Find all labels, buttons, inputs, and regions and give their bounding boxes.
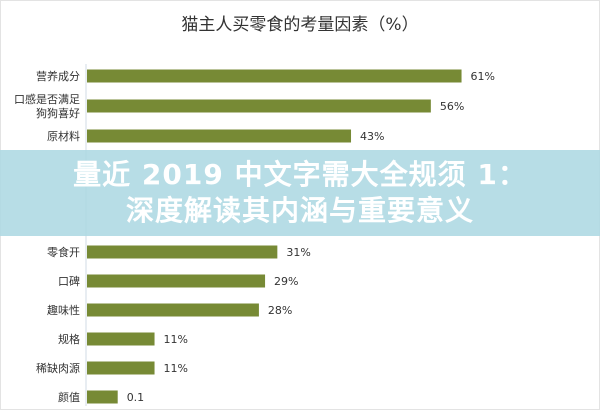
- data-label-4: 29%: [274, 275, 298, 288]
- overlay-headline-line2: 深度解读其内涵与重要意义: [125, 194, 474, 227]
- bar-3: [87, 245, 278, 259]
- overlay-banner: 量近 2019 中文字需大全规须 1： 深度解读其内涵与重要意义: [0, 150, 600, 236]
- data-label-3: 31%: [286, 246, 310, 259]
- data-label-0: 61%: [471, 70, 495, 83]
- category-label-8: 颜值: [58, 391, 80, 404]
- chart-title: 猫主人买零食的考量因素（%）: [181, 15, 419, 35]
- category-label-6: 规格: [58, 332, 80, 346]
- bar-0: [87, 69, 462, 83]
- category-label-0: 营养成分: [36, 69, 80, 83]
- data-label-8: 0.1: [127, 391, 145, 404]
- data-label-7: 11%: [164, 362, 188, 375]
- bar-2: [87, 129, 352, 143]
- category-label-7: 稀缺肉源: [36, 361, 80, 375]
- category-label-5: 趣味性: [47, 303, 80, 317]
- bar-7: [87, 361, 155, 375]
- bar-8: [87, 390, 118, 404]
- bar-4: [87, 274, 266, 288]
- data-label-5: 28%: [268, 304, 292, 317]
- bar-1: [87, 99, 431, 113]
- overlay-headline-line1: 量近 2019 中文字需大全规须 1：: [73, 158, 527, 191]
- data-label-6: 11%: [164, 333, 188, 346]
- bar-5: [87, 303, 259, 317]
- data-label-1: 56%: [440, 100, 464, 113]
- bar-6: [87, 332, 155, 346]
- category-label-1: 口感是否满足狗狗喜好: [14, 93, 80, 120]
- category-label-4: 口碑: [58, 275, 80, 288]
- data-label-2: 43%: [360, 130, 384, 143]
- category-label-3: 零食开: [47, 245, 80, 259]
- category-label-2: 原材料: [47, 129, 80, 143]
